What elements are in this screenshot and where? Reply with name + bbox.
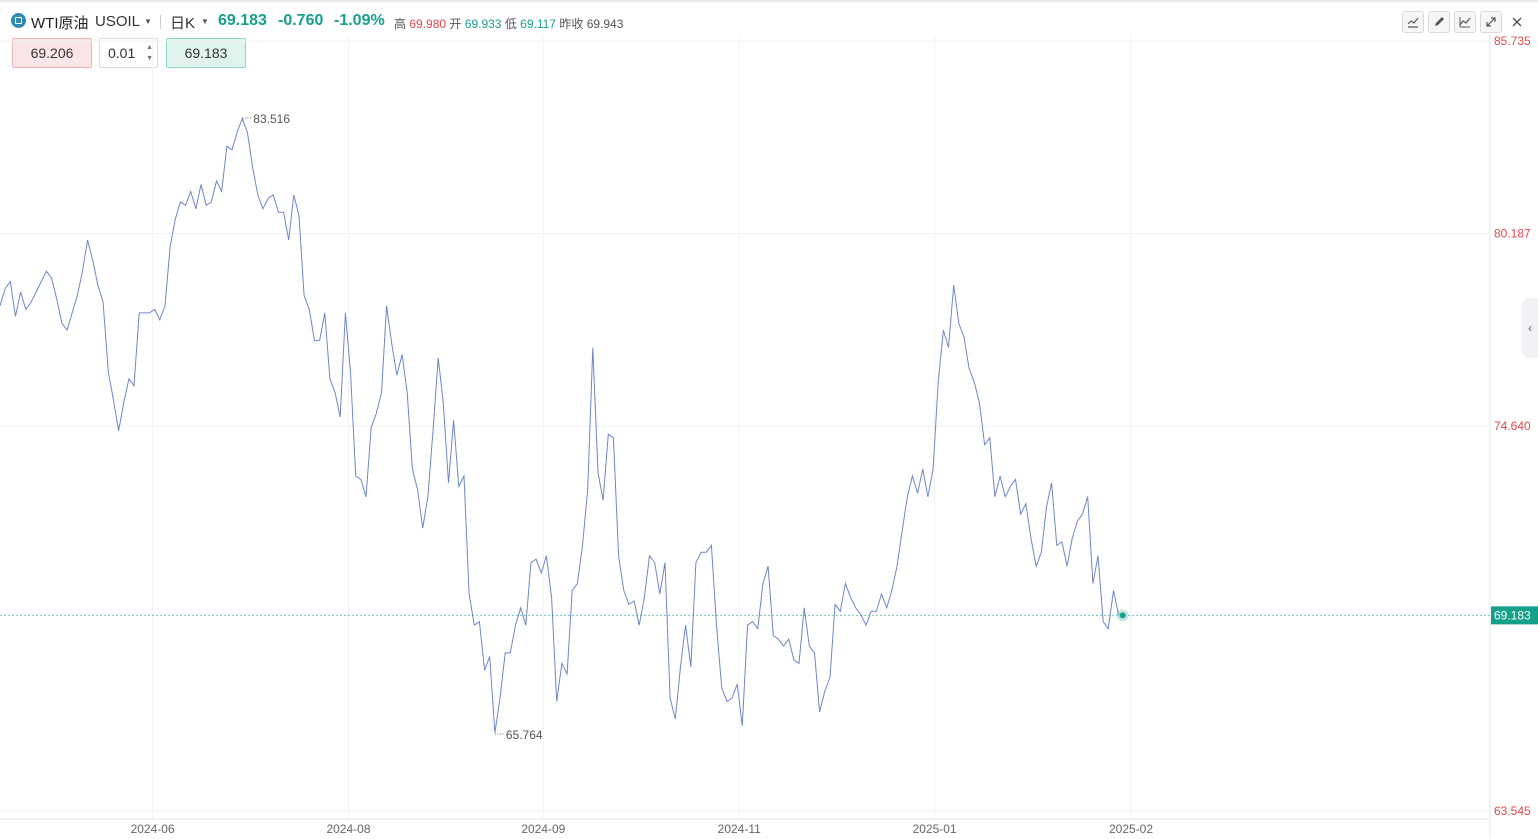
low-label: 低 [504,17,517,31]
ohlc-stats: 高 69.980 开 69.933 低 69.117 昨收 69.943 [394,15,623,32]
x-tick-label: 2025-01 [913,822,957,836]
sell-button[interactable]: 69.206 [12,38,92,68]
indicator-icon[interactable] [1402,11,1424,33]
draw-pen-icon[interactable] [1428,11,1450,33]
y-tick-label: 63.545 [1494,804,1531,818]
symbol-dropdown-icon[interactable]: ▼ [144,17,152,26]
y-tick-label: 85.735 [1494,34,1531,48]
last-price-tag-bg [1491,606,1538,625]
last-price-axis-tag: 69.183 [1491,606,1538,625]
side-panel-toggle[interactable]: ‹ [1522,298,1538,358]
chevron-left-icon[interactable]: ‹ [1528,321,1532,335]
open-value: 69.933 [464,17,502,31]
symbol-icon [11,13,26,28]
quote-header: WTI原油 USOIL ▼ 日K ▼ 69.183 -0.760 -1.09% … [0,3,1538,33]
y-tick-label: 74.640 [1494,419,1531,433]
stepper-arrows-icon[interactable]: ▲ ▼ [146,44,153,62]
high-value: 69.980 [409,17,447,31]
y-axis: 85.735 80.187 74.640 63.545 [1489,34,1531,839]
max-price-label: 83.516 [253,112,290,126]
x-tick-label: 2024-11 [718,822,761,836]
last-price-glow [1116,609,1129,622]
last-price-dot [1119,612,1126,619]
symbol-name[interactable]: WTI原油 [31,15,89,32]
low-value: 69.117 [520,17,556,31]
x-tick-label: 2025-02 [1109,822,1153,836]
prev-close-value: 69.943 [586,17,624,31]
period-selector[interactable]: 日K [170,15,196,32]
price-change-percent: -1.09% [334,12,385,29]
price-change: -0.760 [278,12,324,29]
last-price: 69.183 [218,12,267,29]
x-tick-label: 2024-09 [521,822,565,836]
chart-grid [0,35,1490,819]
header-divider [160,15,161,29]
last-price-marker [1116,609,1129,622]
close-icon[interactable] [1506,11,1528,33]
x-axis: 2024-06 2024-08 2024-09 2024-11 2025-01 2025-… [0,818,1490,836]
quantity-value[interactable]: 0.01 [108,45,136,61]
symbol-code[interactable]: USOIL [95,13,141,30]
chart-type-icon[interactable] [1454,11,1476,33]
extreme-labels: 83.516 65.764 [242,112,543,742]
open-label: 开 [449,17,462,31]
y-tick-label: 80.187 [1494,227,1531,241]
x-tick-label: 2024-08 [326,822,370,836]
prev-close-label: 昨收 [559,17,584,31]
toolbar [1402,11,1528,33]
x-tick-label: 2024-06 [131,822,175,836]
min-price-label: 65.764 [506,728,543,742]
last-price-tag-label: 69.183 [1494,608,1531,622]
fullscreen-icon[interactable] [1480,11,1502,33]
quantity-stepper[interactable]: 0.01 ▲ ▼ [99,38,158,68]
high-label: 高 [394,17,407,31]
price-series-line [0,117,1120,733]
period-dropdown-icon[interactable]: ▼ [201,17,209,26]
top-border [0,0,1538,2]
buy-button[interactable]: 69.183 [166,38,246,68]
